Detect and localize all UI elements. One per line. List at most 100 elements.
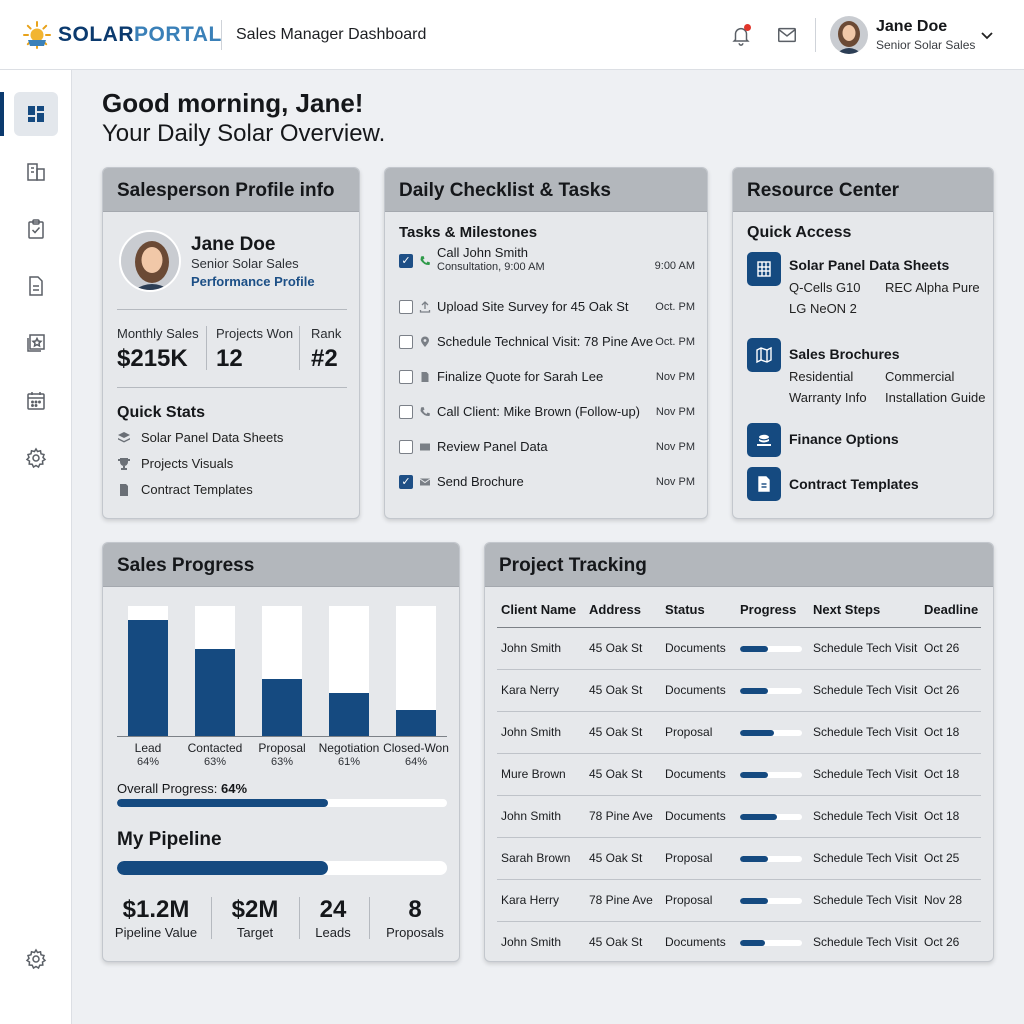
table-row[interactable]: Sarah Brown 45 Oak St Proposal Schedule Tec… — [497, 837, 981, 880]
task-checkbox[interactable] — [399, 475, 413, 489]
resource-sublink[interactable]: Installation Guide — [885, 390, 986, 405]
finance-options-button[interactable] — [747, 423, 781, 457]
sidebar-item-tasks[interactable] — [14, 207, 58, 251]
table-row[interactable]: Kara Nerry 45 Oak St Documents Schedule Tec… — [497, 669, 981, 712]
resource-sublink[interactable]: Residential — [789, 369, 854, 384]
profile-portrait-icon — [121, 232, 179, 290]
task-row[interactable]: Review Panel Data Nov PM — [399, 432, 695, 462]
quick-stats-title: Quick Stats — [117, 404, 206, 421]
table-row[interactable]: Kara Herry 78 Pine Ave Proposal Schedule Te… — [497, 879, 981, 922]
task-checkbox[interactable] — [399, 370, 413, 384]
resource-sublink[interactable]: Warranty Info — [789, 390, 867, 405]
profile-role: Senior Solar Sales — [191, 256, 299, 271]
table-row[interactable]: Mure Brown 45 Oak St Documents Schedule Tec… — [497, 753, 981, 796]
progress-cell — [736, 753, 809, 796]
avatar[interactable] — [830, 16, 868, 54]
finance-options-link[interactable]: Finance Options — [789, 431, 899, 447]
bar[interactable] — [128, 620, 168, 736]
column-header[interactable]: Progress — [736, 593, 809, 628]
bar[interactable] — [329, 693, 369, 736]
task-checkbox[interactable] — [399, 440, 413, 454]
task-checkbox[interactable] — [399, 335, 413, 349]
client-name-cell: Sarah Brown — [497, 837, 585, 880]
resource-sublink[interactable]: Q-Cells G10 — [789, 280, 861, 295]
divider — [299, 326, 300, 370]
solar-panel-data-sheets-link[interactable]: Solar Panel Data Sheets — [789, 257, 950, 273]
performance-profile-link[interactable]: Performance Profile — [191, 274, 315, 289]
target-value: $2M — [231, 896, 279, 923]
task-row[interactable]: Call Client: Mike Brown (Follow-up) Nov P… — [399, 397, 695, 427]
bar[interactable] — [262, 679, 302, 736]
sidebar-item-favorites[interactable] — [14, 321, 58, 365]
profile-name: Jane Doe — [191, 234, 276, 255]
sidebar-item-buildings[interactable] — [14, 150, 58, 194]
task-row[interactable]: Send Brochure Nov PM — [399, 467, 695, 497]
sidebar-item-dashboard[interactable] — [14, 92, 58, 136]
table-row[interactable]: John Smith 45 Oak St Documents Schedule Tec… — [497, 627, 981, 670]
table-row[interactable]: John Smith 78 Pine Ave Documents Schedule T… — [497, 795, 981, 838]
quick-stat-item[interactable]: Solar Panel Data Sheets — [117, 430, 283, 445]
task-label: Call John Smith — [437, 245, 529, 260]
quick-stat-label: Projects Visuals — [141, 456, 234, 471]
column-header[interactable]: Status — [661, 593, 736, 628]
sales-progress-title: Sales Progress — [103, 543, 459, 587]
quick-stat-item[interactable]: Projects Visuals — [117, 456, 233, 471]
stat-monthly-sales-label: Monthly Sales — [117, 326, 199, 341]
pipeline-progress-fill — [117, 861, 329, 875]
sidebar-item-calendar[interactable] — [14, 379, 58, 423]
task-row[interactable]: Schedule Technical Visit: 78 Pine Ave Oct… — [399, 327, 695, 357]
task-label: Schedule Technical Visit: 78 Pine Ave — [437, 334, 654, 349]
task-time: Nov PM — [655, 476, 695, 488]
bar-background — [195, 606, 235, 736]
bar-percent-label: 63% — [203, 756, 227, 768]
column-header[interactable]: Client Name — [497, 593, 585, 628]
progress-cell — [736, 669, 809, 712]
resource-sublink[interactable]: LG NeON 2 — [789, 301, 857, 316]
sidebar-item-documents[interactable] — [14, 264, 58, 308]
logo[interactable]: SOLARPORTAL — [22, 20, 222, 50]
sales-brochures-button[interactable] — [747, 338, 781, 372]
table-row[interactable]: John Smith 45 Oak St Documents Schedule Tec… — [497, 921, 981, 961]
mail-icon[interactable] — [776, 24, 798, 46]
progress-bar — [740, 687, 802, 694]
column-header[interactable]: Deadline — [920, 593, 981, 628]
task-checkbox[interactable] — [399, 300, 413, 314]
resource-sublink[interactable]: REC Alpha Pure — [885, 280, 980, 295]
deadline-cell: Oct 18 — [920, 795, 981, 838]
table-row[interactable]: John Smith 45 Oak St Proposal Schedule Tech… — [497, 711, 981, 754]
building-icon — [27, 163, 45, 181]
bar[interactable] — [195, 649, 235, 736]
task-checkbox[interactable] — [399, 254, 413, 268]
star-box-icon — [27, 334, 45, 352]
overall-progress-bar — [117, 799, 447, 807]
bar[interactable] — [396, 710, 436, 736]
sales-brochures-link[interactable]: Sales Brochures — [789, 346, 900, 362]
bell-icon[interactable] — [730, 24, 752, 46]
bar-category-label: Contacted — [187, 741, 243, 755]
progress-bar — [740, 855, 802, 862]
progress-fill — [740, 897, 768, 904]
task-row[interactable]: Finalize Quote for Sarah Lee Nov PM — [399, 362, 695, 392]
column-header[interactable]: Next Steps — [809, 593, 920, 628]
solar-panel-button[interactable] — [747, 252, 781, 286]
pipeline-value-label: Pipeline Value — [114, 925, 198, 940]
quick-stat-item[interactable]: Contract Templates — [117, 482, 253, 497]
pin-icon — [421, 336, 429, 347]
contract-templates-link[interactable]: Contract Templates — [789, 476, 919, 492]
task-checkbox[interactable] — [399, 405, 413, 419]
chevron-down-icon[interactable] — [980, 28, 994, 42]
user-name[interactable]: Jane Doe — [876, 18, 948, 35]
resource-sublink[interactable]: Commercial — [885, 369, 955, 384]
contract-templates-button[interactable] — [747, 467, 781, 501]
column-header[interactable]: Address — [585, 593, 661, 628]
phone-icon — [420, 256, 430, 266]
sidebar-item-preferences[interactable] — [14, 937, 58, 981]
calendar-icon — [27, 392, 45, 410]
task-row[interactable]: Upload Site Survey for 45 Oak St Oct. PM — [399, 292, 695, 322]
sidebar-item-settings[interactable] — [14, 436, 58, 480]
bar-background — [128, 606, 168, 736]
bar-category-label: Closed-Won — [383, 741, 449, 755]
progress-cell — [736, 627, 809, 670]
progress-fill — [740, 940, 765, 947]
